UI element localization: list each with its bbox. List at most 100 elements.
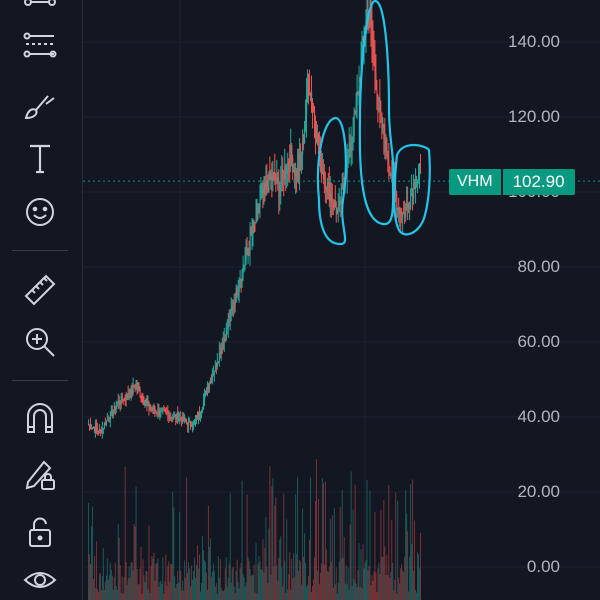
candle-body [201, 412, 203, 415]
fib-retracement-icon[interactable] [20, 26, 60, 66]
candle-body [135, 382, 137, 388]
volume-bar [364, 562, 366, 600]
volume-bar [282, 586, 284, 600]
volume-bar [168, 561, 170, 600]
candle-body [215, 362, 217, 371]
candle-body [203, 401, 205, 410]
brush-icon[interactable] [20, 86, 60, 126]
volume-bar [92, 579, 94, 600]
volume-bar [270, 574, 272, 600]
ruler-icon[interactable] [20, 268, 60, 308]
candle-body [270, 176, 272, 180]
candle-body [185, 418, 187, 422]
volume-bar [274, 505, 276, 600]
volume-bar [340, 558, 342, 600]
candle-body [235, 288, 237, 303]
volume-bar [414, 520, 416, 600]
candle-body [229, 310, 231, 322]
volume-bar [215, 583, 217, 600]
volume-bar [95, 541, 97, 600]
candle-body [112, 411, 114, 417]
volume-bar [263, 572, 265, 600]
lock-icon[interactable] [20, 512, 60, 552]
candle-body [126, 394, 128, 400]
candle-body [350, 143, 352, 152]
candle-body [351, 138, 353, 144]
candle-body [328, 182, 330, 201]
volume-bar [412, 479, 414, 600]
candle-body [274, 173, 276, 181]
candle-body [316, 134, 318, 142]
magnet-icon[interactable] [20, 398, 60, 438]
lock-drawing-icon[interactable] [20, 454, 60, 494]
volume-bar [292, 578, 294, 600]
candle-body [414, 182, 416, 189]
zoom-in-icon[interactable] [20, 322, 60, 362]
volume-bar [253, 564, 255, 600]
volume-bar [203, 560, 205, 600]
volume-bar [100, 590, 102, 600]
volume-bar [149, 592, 151, 600]
volume-bar [315, 459, 317, 600]
volume-bar [118, 537, 120, 600]
candle-body [158, 410, 160, 416]
candle-body [407, 204, 409, 206]
volume-bar [225, 557, 227, 600]
candle-body [399, 209, 401, 215]
volume-bar [379, 574, 381, 600]
price-chart[interactable] [83, 0, 600, 600]
candle-body [413, 182, 415, 198]
volume-bar [142, 559, 144, 600]
candle-body [376, 89, 378, 98]
price-axis-label: 120.00 [508, 107, 560, 126]
volume-bar [339, 507, 341, 600]
candle-body [302, 140, 304, 155]
candle-body [200, 414, 202, 416]
volume-bar [302, 508, 304, 600]
candle-body [248, 249, 250, 251]
candle-body [262, 189, 264, 194]
candle-body [239, 281, 241, 287]
volume-bar [117, 523, 119, 600]
volume-bar [217, 556, 219, 600]
candle-body [292, 157, 294, 172]
volume-bar [279, 539, 281, 600]
candle-body [134, 387, 136, 389]
eye-icon[interactable] [20, 560, 60, 600]
emoji-icon[interactable] [20, 192, 60, 232]
candle-body [143, 402, 145, 405]
candle-body [199, 412, 201, 416]
volume-bar [276, 565, 278, 600]
candle-body [267, 185, 269, 192]
volume-bar [234, 593, 236, 600]
volume-bar [139, 568, 141, 600]
candle-body [245, 249, 247, 259]
volume-bar [191, 565, 193, 600]
hand-drawn-annotation[interactable] [316, 0, 431, 246]
chart-pane[interactable]: 140.00 120.00 100.00 80.00 60.00 40.00 2… [83, 0, 600, 600]
candle-body [315, 120, 317, 135]
candle-body [318, 134, 320, 148]
volume-bar [324, 481, 326, 600]
candle-body [163, 409, 165, 411]
candle-body [114, 405, 116, 411]
volume-bar [357, 570, 359, 600]
candle-body [324, 178, 326, 180]
volume-bar [175, 588, 177, 600]
candle-body [348, 142, 350, 156]
volume-bar [331, 515, 333, 600]
volume-bar [224, 568, 226, 600]
text-icon[interactable] [20, 138, 60, 178]
candle-body [132, 385, 134, 394]
volume-bar [345, 565, 347, 600]
candle-body [321, 153, 323, 174]
candle-body [404, 213, 406, 218]
candle-body [171, 417, 173, 420]
fork-icon[interactable] [20, 0, 60, 22]
candle-body [178, 418, 180, 421]
volume-bar [297, 477, 299, 600]
candle-body [173, 415, 175, 418]
candle-body [284, 165, 286, 180]
volume-bar [310, 477, 311, 600]
candle-body [307, 89, 309, 93]
